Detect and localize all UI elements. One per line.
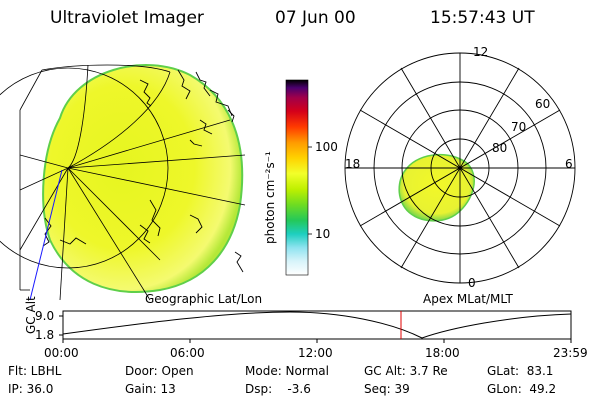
right-panel-label: Apex MLat/MLT (423, 292, 513, 306)
colorbar-tick-10: 10 (315, 227, 331, 241)
colorbar-unit-label: photon cm⁻²s⁻¹ (263, 151, 277, 244)
time-label: 15:57:43 UT (430, 8, 535, 28)
mlt-label-0: 0 (468, 276, 476, 290)
ip-info: IP: 36.0 (8, 382, 54, 396)
auroral-oval (398, 153, 475, 222)
polar-plot (344, 52, 576, 284)
gain-info: Gain: 13 (125, 382, 176, 396)
timeline-x-tick-2359: 23:59 (553, 346, 588, 360)
colorbar (285, 79, 312, 276)
filter-info: Flt: LBHL (8, 364, 62, 378)
mlat-label-80: 80 (492, 141, 508, 155)
seq-info: Seq: 39 (364, 382, 410, 396)
timeline-y-tick-9: 9.0 (35, 309, 55, 323)
timeline-y-tick-1-8: 1.8 (35, 328, 55, 342)
altitude-curve (62, 311, 572, 339)
mlat-label-60: 60 (535, 97, 551, 111)
dsp-info: Dsp: -3.6 (245, 382, 311, 396)
colorbar-tick-100: 100 (315, 140, 338, 154)
mlt-label-12: 12 (473, 45, 489, 59)
timeline-x-tick-0000: 00:00 (44, 346, 79, 360)
timeline-x-tick-0600: 06:00 (170, 346, 205, 360)
instrument-title: Ultraviolet Imager (50, 8, 204, 28)
glon-info: GLon: 49.2 (487, 382, 557, 396)
left-panel-label: Geographic Lat/Lon (145, 292, 263, 306)
mlt-label-6: 6 (565, 157, 573, 171)
timeline-x-tick-1800: 18:00 (425, 346, 460, 360)
altitude-timeline (59, 310, 572, 343)
mlt-label-18: 18 (345, 157, 361, 171)
gc-alt-info: GC Alt: 3.7 Re (364, 364, 448, 378)
earth-disk (42, 64, 244, 293)
date-label: 07 Jun 00 (275, 8, 356, 28)
glat-info: GLat: 83.1 (487, 364, 554, 378)
mode-info: Mode: Normal (245, 364, 329, 378)
door-info: Door: Open (125, 364, 194, 378)
mlat-label-70: 70 (511, 120, 527, 134)
blue-line (29, 169, 63, 301)
timeline-x-tick-1200: 12:00 (298, 346, 333, 360)
geographic-image-panel (0, 64, 246, 301)
